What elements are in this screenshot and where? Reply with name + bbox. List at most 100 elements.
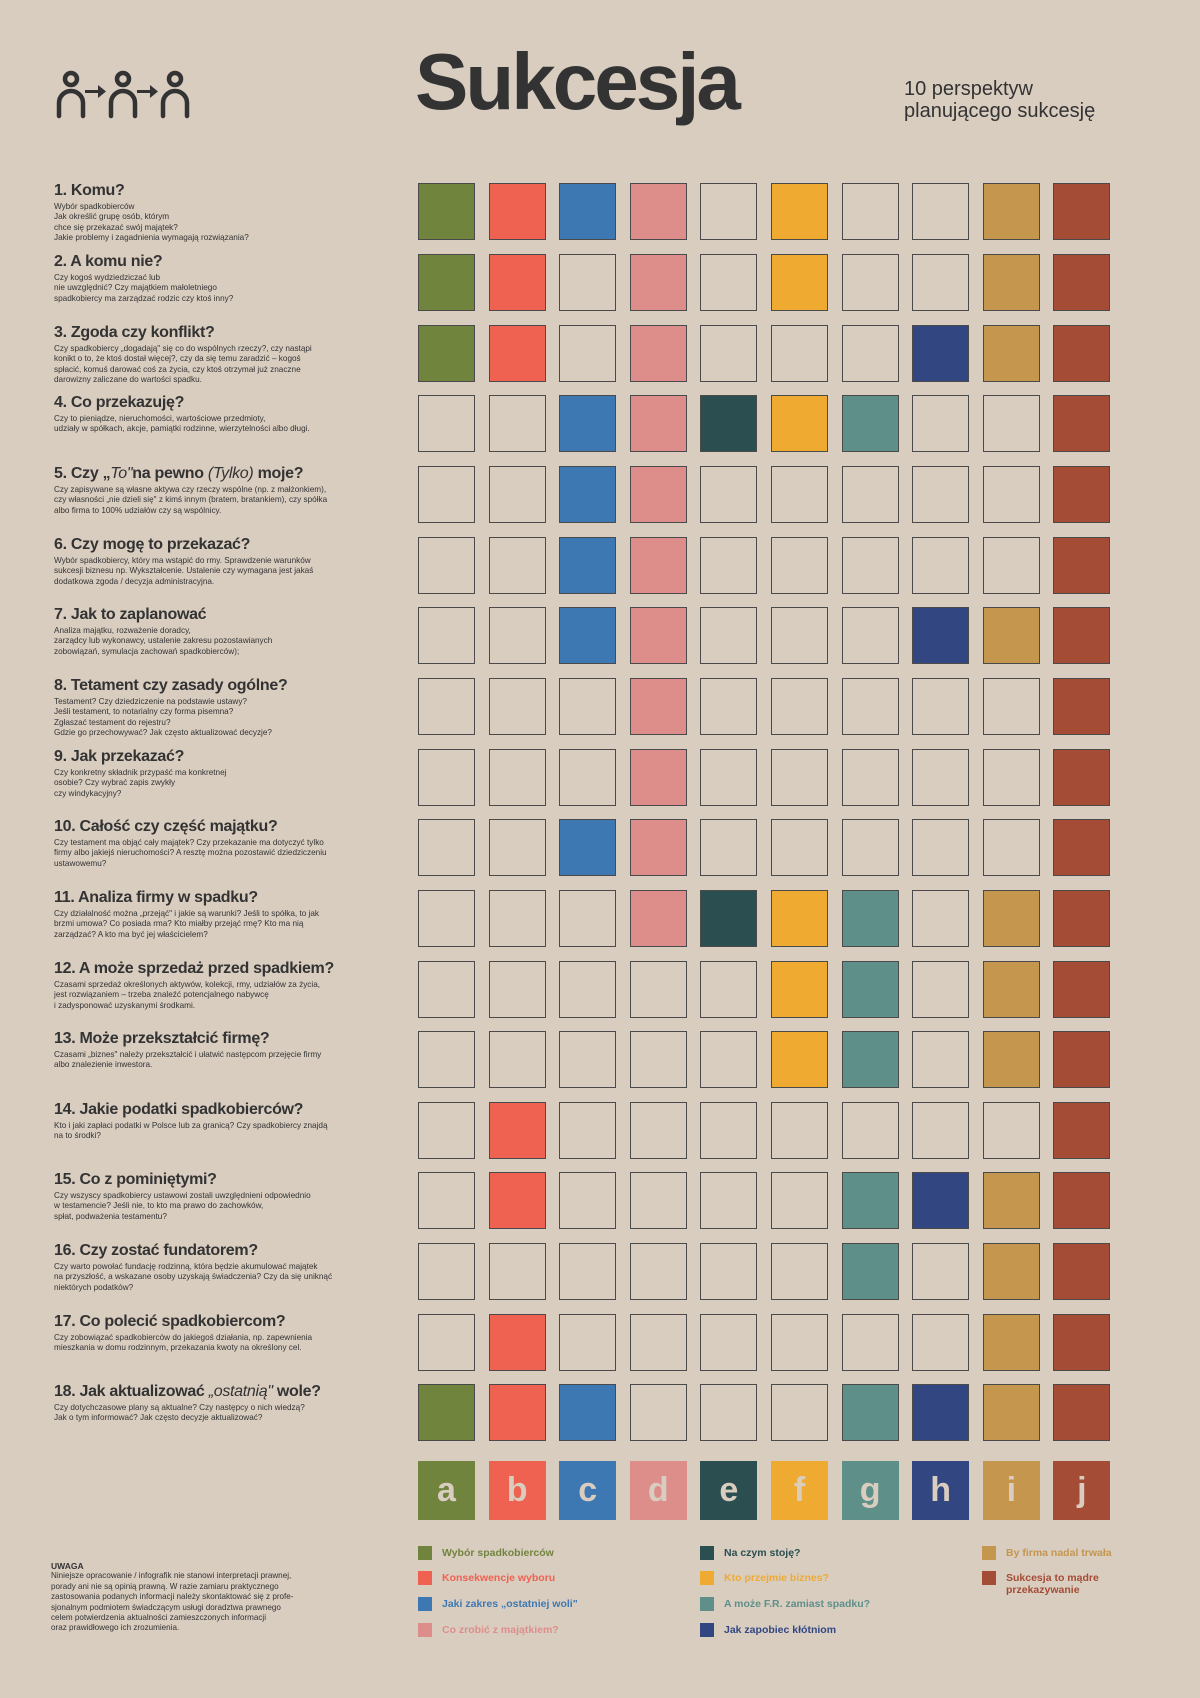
empty-cell-a xyxy=(418,466,475,523)
filled-cell-j xyxy=(1053,395,1111,452)
filled-cell-d xyxy=(629,819,687,876)
legend-swatch xyxy=(700,1546,714,1560)
note-title: UWAGA xyxy=(51,1561,84,1571)
question-title: 7. Jak to zaplanować xyxy=(54,606,207,623)
question-row: 18. Jak aktualizować „ostatnią" wole? Czy… xyxy=(0,1383,1200,1446)
question-description-line: na to środki? xyxy=(54,1131,101,1141)
question-title-part: „ostatnią" xyxy=(208,1383,273,1400)
legend-swatch xyxy=(982,1571,996,1585)
empty-cell-e xyxy=(700,607,758,664)
empty-cell-c xyxy=(559,1172,617,1229)
filled-cell-j xyxy=(1053,1031,1111,1088)
question-title: 17. Co polecić spadkobiercom? xyxy=(54,1313,286,1330)
question-text: 10. Całość czy część majątku? Czy testame… xyxy=(54,817,404,869)
empty-cell-g xyxy=(841,183,899,240)
question-text: 14. Jakie podatki spadkobierców? Kto i ja… xyxy=(54,1100,404,1142)
empty-cell-f xyxy=(771,537,828,594)
filled-cell-d xyxy=(629,183,687,240)
filled-cell-d xyxy=(629,678,687,735)
empty-cell-a xyxy=(418,1243,475,1300)
question-title-part: moje? xyxy=(253,465,304,482)
filled-cell-i xyxy=(982,1031,1040,1088)
question-description-line: Czy testament ma objąć cały majątek? Czy… xyxy=(54,838,324,847)
question-description: Czy zapisywane są własne aktywa czy rzec… xyxy=(54,485,404,516)
filled-cell-j xyxy=(1053,961,1111,1018)
question-description-line: brzmi umowa? Co posiada rma? Kto miałby … xyxy=(54,919,304,929)
question-description-line: i zadysponować uzyskanymi środkami. xyxy=(54,1000,196,1010)
question-text: 2. A komu nie? Czy kogoś wydziedziczać lu… xyxy=(54,252,404,304)
question-description: Testament? Czy dziedziczenie na podstawi… xyxy=(54,697,404,738)
legend-item-a: Wybór spadkobierców xyxy=(418,1546,554,1560)
legend-swatch xyxy=(418,1597,432,1611)
question-text: 7. Jak to zaplanować Analiza majątku, roz… xyxy=(54,605,404,657)
empty-cell-h xyxy=(912,819,970,876)
question-description-line: Wybór spadkobiercy, który ma wstąpić do … xyxy=(54,556,311,565)
filled-cell-f xyxy=(771,254,828,311)
empty-cell-a xyxy=(418,749,475,806)
empty-cell-d xyxy=(629,1243,687,1300)
question-description: Czy dotychczasowe plany są aktualne? Czy… xyxy=(54,1403,404,1424)
empty-cell-f xyxy=(771,466,828,523)
filled-cell-h xyxy=(912,1384,970,1441)
legend-item-j: Sukcesja to mądre przekazywanie xyxy=(982,1571,1126,1596)
column-letter-c: c xyxy=(559,1461,617,1520)
empty-cell-f xyxy=(771,1384,828,1441)
question-description-line: w testamencie? Jeśli nie, to kto ma praw… xyxy=(54,1201,264,1211)
empty-cell-h xyxy=(912,1314,970,1371)
empty-cell-a xyxy=(418,961,475,1018)
filled-cell-j xyxy=(1053,1172,1111,1229)
question-text: 11. Analiza firmy w spadku? Czy działalno… xyxy=(54,888,404,940)
column-letter-e: e xyxy=(700,1461,758,1520)
question-description-line: konikt o to, że ktoś dostał więcej?, czy… xyxy=(54,354,301,364)
question-row: 6. Czy mogę to przekazać? Wybór spadkobie… xyxy=(0,536,1200,599)
question-description-line: Czy spadkobiercy „dogadają" się co do ws… xyxy=(54,344,312,353)
question-description-line: firmy albo jakiejś nieruchomości? A resz… xyxy=(54,848,327,858)
question-title-part: wole? xyxy=(272,1383,321,1400)
empty-cell-e xyxy=(700,325,758,382)
empty-cell-e xyxy=(700,1384,758,1441)
filled-cell-e xyxy=(700,890,758,947)
empty-cell-b xyxy=(488,678,546,735)
empty-cell-a xyxy=(418,537,475,594)
empty-cell-f xyxy=(771,819,828,876)
question-row: 9. Jak przekazać? Czy konkretny składnik … xyxy=(0,748,1200,811)
empty-cell-g xyxy=(841,678,899,735)
note-line: zastosowania podanych informacji należy … xyxy=(51,1592,294,1602)
question-description: Czy działalność można „przejąć" i jakie … xyxy=(54,909,404,940)
empty-cell-d xyxy=(629,1031,687,1088)
filled-cell-f xyxy=(771,961,828,1018)
empty-cell-b xyxy=(488,466,546,523)
question-text: 1. Komu? Wybór spadkobierców Jak określić … xyxy=(54,181,404,243)
filled-cell-a xyxy=(418,1384,475,1441)
question-description-line: jest rozwiązaniem – trzeba znaleźć poten… xyxy=(54,990,269,1000)
question-text: 17. Co polecić spadkobiercom? Czy zobowią… xyxy=(54,1312,404,1354)
filled-cell-d xyxy=(629,325,687,382)
empty-cell-g xyxy=(841,819,899,876)
empty-cell-i xyxy=(982,749,1040,806)
question-description-line: spłat, podważenia testamentu? xyxy=(54,1211,167,1221)
filled-cell-j xyxy=(1053,890,1111,947)
question-description-line: Czy zobowiązać spadkobierców do jakiegoś… xyxy=(54,1333,313,1342)
question-description-line: niektórych podatków? xyxy=(54,1282,134,1292)
empty-cell-i xyxy=(982,819,1040,876)
question-row: 13. Może przekształcić firmę? Czasami „bi… xyxy=(0,1030,1200,1093)
question-row: 5. Czy „To"na pewno (Tylko) moje? Czy zap… xyxy=(0,464,1200,528)
filled-cell-i xyxy=(982,607,1040,664)
empty-cell-d xyxy=(629,1314,687,1371)
empty-cell-i xyxy=(982,466,1040,523)
filled-cell-j xyxy=(1053,749,1111,806)
question-title: 5. Czy „To"na pewno (Tylko) moje? xyxy=(54,464,404,484)
empty-cell-e xyxy=(700,819,758,876)
question-row: 16. Czy zostać fundatorem? Czy warto powo… xyxy=(0,1242,1200,1305)
empty-cell-e xyxy=(700,1314,758,1371)
question-row: 10. Całość czy część majątku? Czy testame… xyxy=(0,817,1200,881)
note-line: porady ani nie są opinią prawną. W razie… xyxy=(51,1581,279,1591)
empty-cell-a xyxy=(418,1172,475,1229)
legend-item-i: By firma nadal trwała xyxy=(982,1546,1112,1560)
question-text: 12. A może sprzedaż przed spadkiem? Czasa… xyxy=(54,959,404,1011)
empty-cell-e xyxy=(700,1102,758,1159)
column-letter-h: h xyxy=(912,1461,970,1520)
filled-cell-c xyxy=(559,1384,617,1441)
filled-cell-d xyxy=(629,749,687,806)
note-line: Niniejsze opracowanie / infografik nie s… xyxy=(51,1571,292,1581)
